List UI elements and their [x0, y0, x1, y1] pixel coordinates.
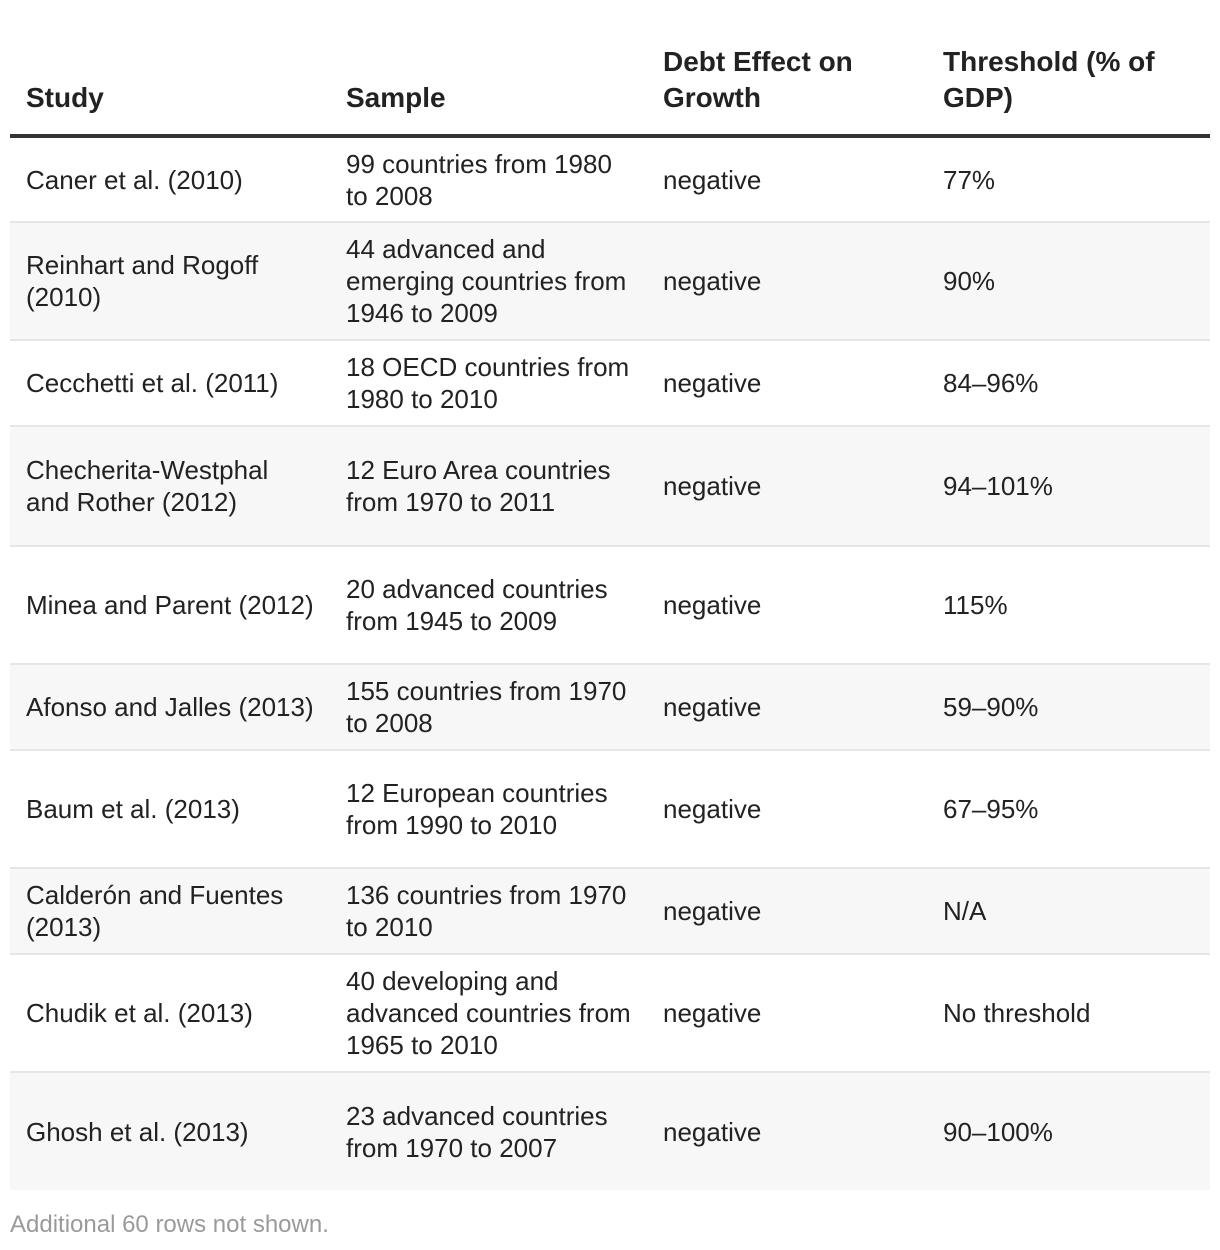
cell-study: Afonso and Jalles (2013) — [10, 664, 330, 751]
cell-study: Cecchetti et al. (2011) — [10, 340, 330, 427]
cell-effect: negative — [647, 1072, 927, 1190]
cell-threshold: 67–95% — [927, 750, 1210, 869]
cell-study: Chudik et al. (2013) — [10, 954, 330, 1073]
table-row: Baum et al. (2013) 12 European countries… — [10, 750, 1210, 869]
cell-sample: 23 advanced countries from 1970 to 2007 — [330, 1072, 647, 1190]
cell-sample: 20 advanced countries from 1945 to 2009 — [330, 546, 647, 665]
cell-study: Ghosh et al. (2013) — [10, 1072, 330, 1190]
cell-effect: negative — [647, 954, 927, 1073]
cell-study: Caner et al. (2010) — [10, 136, 330, 223]
table-row: Minea and Parent (2012) 20 advanced coun… — [10, 546, 1210, 665]
studies-table-container: Study Sample Debt Effect on Growth Thres… — [10, 0, 1210, 1190]
table-row: Ghosh et al. (2013) 23 advanced countrie… — [10, 1072, 1210, 1190]
table-row: Reinhart and Rogoff (2010) 44 advanced a… — [10, 222, 1210, 341]
cell-effect: negative — [647, 136, 927, 223]
cell-sample: 44 advanced and emerging countries from … — [330, 222, 647, 341]
cell-threshold: 84–96% — [927, 340, 1210, 427]
column-header-debt-effect: Debt Effect on Growth — [647, 0, 927, 138]
table-row: Afonso and Jalles (2013) 155 countries f… — [10, 664, 1210, 751]
cell-threshold: 59–90% — [927, 664, 1210, 751]
cell-effect: negative — [647, 426, 927, 547]
table-row: Chudik et al. (2013) 40 developing and a… — [10, 954, 1210, 1073]
studies-table: Study Sample Debt Effect on Growth Thres… — [10, 0, 1210, 1190]
cell-sample: 99 countries from 1980 to 2008 — [330, 136, 647, 223]
cell-sample: 18 OECD countries from 1980 to 2010 — [330, 340, 647, 427]
table-row: Cecchetti et al. (2011) 18 OECD countrie… — [10, 340, 1210, 427]
cell-threshold: 77% — [927, 136, 1210, 223]
table-header-row: Study Sample Debt Effect on Growth Thres… — [10, 0, 1210, 138]
cell-threshold: 90–100% — [927, 1072, 1210, 1190]
cell-threshold: 90% — [927, 222, 1210, 341]
cell-effect: negative — [647, 340, 927, 427]
rows-not-shown-note: Additional 60 rows not shown. — [10, 1211, 329, 1238]
cell-effect: negative — [647, 222, 927, 341]
cell-threshold: 115% — [927, 546, 1210, 665]
cell-sample: 136 countries from 1970 to 2010 — [330, 868, 647, 955]
column-header-study: Study — [10, 0, 330, 138]
cell-study: Baum et al. (2013) — [10, 750, 330, 869]
cell-sample: 40 developing and advanced countries fro… — [330, 954, 647, 1073]
cell-sample: 12 European countries from 1990 to 2010 — [330, 750, 647, 869]
column-header-threshold: Threshold (% of GDP) — [927, 0, 1210, 138]
cell-effect: negative — [647, 664, 927, 751]
cell-threshold: 94–101% — [927, 426, 1210, 547]
cell-sample: 155 countries from 1970 to 2008 — [330, 664, 647, 751]
table-row: Caner et al. (2010) 99 countries from 19… — [10, 136, 1210, 223]
column-header-sample: Sample — [330, 0, 647, 138]
cell-study: Calderón and Fuentes (2013) — [10, 868, 330, 955]
cell-effect: negative — [647, 750, 927, 869]
cell-threshold: No threshold — [927, 954, 1210, 1073]
cell-effect: negative — [647, 546, 927, 665]
cell-sample: 12 Euro Area countries from 1970 to 2011 — [330, 426, 647, 547]
table-row: Calderón and Fuentes (2013) 136 countrie… — [10, 868, 1210, 955]
cell-effect: negative — [647, 868, 927, 955]
table-row: Checherita-Westphal and Rother (2012) 12… — [10, 426, 1210, 547]
cell-study: Minea and Parent (2012) — [10, 546, 330, 665]
cell-threshold: N/A — [927, 868, 1210, 955]
cell-study: Reinhart and Rogoff (2010) — [10, 222, 330, 341]
cell-study: Checherita-Westphal and Rother (2012) — [10, 426, 330, 547]
